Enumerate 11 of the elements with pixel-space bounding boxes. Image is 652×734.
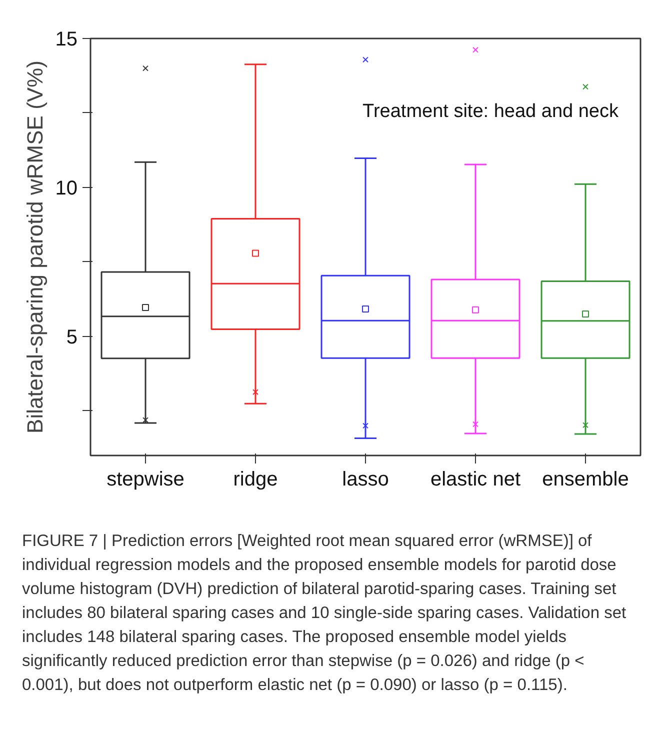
x-tick-label: lasso xyxy=(342,468,389,490)
y-tick-label: 5 xyxy=(66,326,78,348)
x-tick-label: elastic net xyxy=(430,468,521,490)
x-tick-label: ensemble xyxy=(542,468,629,490)
caption: FIGURE 7 | Prediction errors [Weighted root mean squared error (wRMSE)] of individual regression models and the proposed ensemble models for parotid dose volume histogram (DVH) prediction of bilateral parotid-sparing cases. Training set includes 80 bilateral sparing cases and 10 single-side sparing cases. Validation set includes 148 bilateral sparing cases. The proposed ensemble model yields significantly reduced prediction error than stepwise (p = 0.026) and ridge (p < 0.001), but does not outperform elastic net (p = 0.090) or lasso (p = 0.115). xyxy=(22,531,628,696)
y-tick-label: 15 xyxy=(55,28,78,50)
x-tick-label: ridge xyxy=(233,468,278,490)
annotation: Treatment site: head and neck xyxy=(362,100,619,122)
y-axis-title: Bilateral-sparing parotid wRMSE (V%) xyxy=(22,60,48,434)
y-tick-label: 10 xyxy=(55,177,78,200)
x-tick-label: stepwise xyxy=(106,468,184,490)
